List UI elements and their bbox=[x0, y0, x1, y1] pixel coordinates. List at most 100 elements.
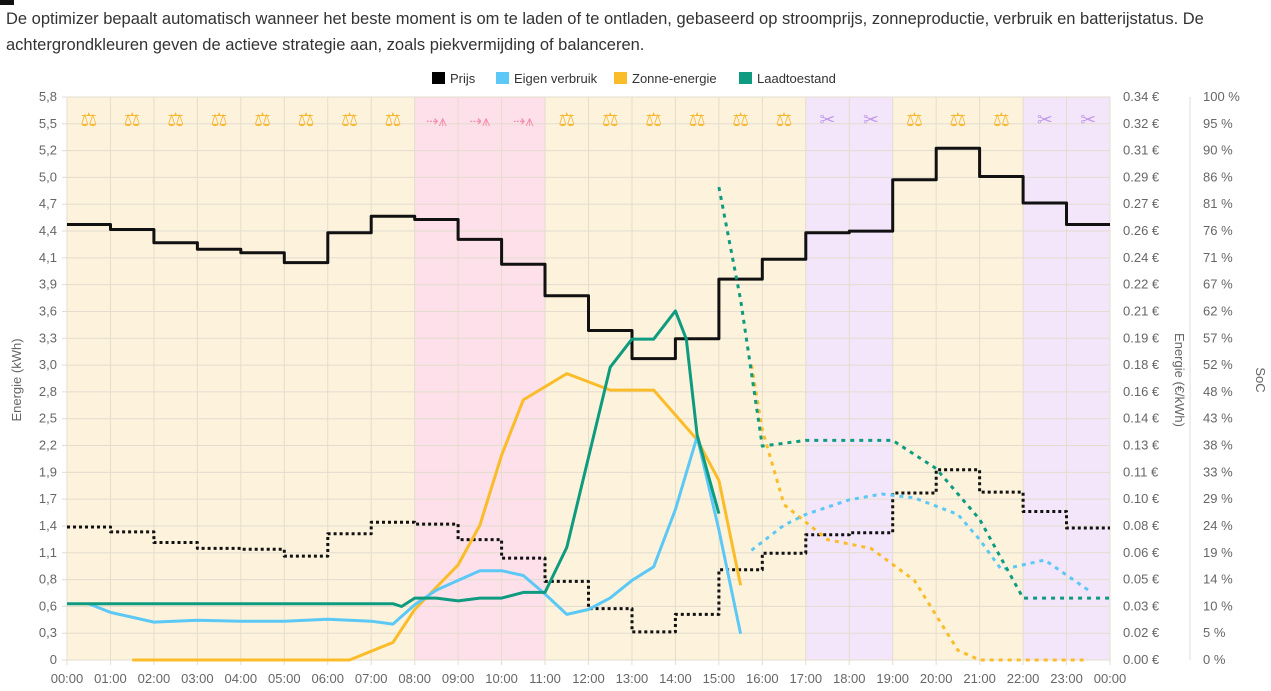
balance-scale-icon: ⚖ bbox=[558, 109, 575, 131]
strategy-band-balance bbox=[67, 97, 111, 660]
y-price-tick-label: 0.00 € bbox=[1123, 652, 1160, 667]
y-left-tick-label: 2,5 bbox=[39, 411, 57, 426]
x-tick-label: 17:00 bbox=[790, 671, 823, 686]
strategy-band-balance bbox=[153, 97, 198, 660]
x-tick-label: 11:00 bbox=[529, 671, 561, 686]
x-tick-label: 10:00 bbox=[485, 671, 518, 686]
x-tick-label: 02:00 bbox=[138, 671, 171, 686]
legend-swatch bbox=[739, 72, 752, 84]
balance-scale-icon: ⚖ bbox=[602, 109, 619, 131]
balance-scale-icon: ⚖ bbox=[906, 109, 923, 131]
intro-text: De optimizer bepaalt automatisch wanneer… bbox=[6, 10, 1204, 54]
strategy-band-balance bbox=[936, 97, 981, 660]
balance-scale-icon: ⚖ bbox=[384, 109, 401, 131]
x-tick-label: 04:00 bbox=[225, 671, 258, 686]
x-tick-label: 06:00 bbox=[311, 671, 344, 686]
strategy-band-balance bbox=[588, 97, 633, 660]
strategy-band-balance bbox=[979, 97, 1024, 660]
solar-line bbox=[132, 372, 743, 662]
x-tick-label: 23:00 bbox=[1050, 671, 1083, 686]
strategy-band-peak bbox=[1023, 97, 1068, 660]
y-price-tick-label: 0.13 € bbox=[1123, 438, 1160, 453]
y-price-tick-label: 0.05 € bbox=[1123, 572, 1160, 587]
y-soc-tick-label: 76 % bbox=[1203, 223, 1233, 238]
consumption-line bbox=[88, 435, 743, 635]
x-tick-label: 20:00 bbox=[920, 671, 953, 686]
y-price-tick-label: 0.21 € bbox=[1123, 303, 1160, 318]
strategy-band-peak bbox=[805, 97, 850, 660]
balance-scale-icon: ⚖ bbox=[297, 109, 314, 131]
y-price-axis-title: Energie (€/kWh) bbox=[1172, 333, 1187, 427]
y-left-tick-label: 4,4 bbox=[39, 223, 57, 238]
y-soc-tick-label: 0 % bbox=[1203, 652, 1226, 667]
grid-charge-pylon-icon: ⇢⩚ bbox=[513, 112, 535, 130]
strategy-band-balance bbox=[718, 97, 763, 660]
strategy-band-balance bbox=[371, 97, 416, 660]
y-left-tick-label: 2,2 bbox=[39, 438, 57, 453]
y-left-tick-label: 1,1 bbox=[39, 545, 57, 560]
balance-scale-icon: ⚖ bbox=[341, 109, 358, 131]
y-price-tick-label: 0.14 € bbox=[1123, 411, 1160, 426]
peak-shaving-scissors-icon: ✂ bbox=[1080, 109, 1096, 131]
x-tick-label: 00:00 bbox=[51, 671, 84, 686]
y-left-tick-label: 5,5 bbox=[39, 116, 57, 131]
y-price-tick-label: 0.10 € bbox=[1123, 491, 1160, 506]
x-tick-label: 22:00 bbox=[1007, 671, 1040, 686]
y-soc-tick-label: 14 % bbox=[1203, 572, 1233, 587]
y-price-tick-label: 0.18 € bbox=[1123, 357, 1160, 372]
y-soc-tick-label: 48 % bbox=[1203, 384, 1233, 399]
peak-shaving-scissors-icon: ✂ bbox=[863, 109, 879, 131]
y-left-tick-label: 3,6 bbox=[39, 303, 57, 318]
x-tick-label: 12:00 bbox=[572, 671, 605, 686]
y-soc-tick-label: 5 % bbox=[1203, 625, 1226, 640]
y-price-tick-label: 0.22 € bbox=[1123, 277, 1160, 292]
peak-shaving-scissors-icon: ✂ bbox=[820, 109, 836, 131]
y-soc-tick-label: 43 % bbox=[1203, 411, 1233, 426]
balance-scale-icon: ⚖ bbox=[211, 109, 228, 131]
y-left-tick-label: 3,9 bbox=[39, 277, 57, 292]
y-left-tick-label: 5,0 bbox=[39, 169, 57, 184]
y-price-tick-label: 0.06 € bbox=[1123, 545, 1160, 560]
y-soc-tick-label: 57 % bbox=[1203, 330, 1233, 345]
y-price-tick-label: 0.19 € bbox=[1123, 330, 1160, 345]
legend-label: Laadtoestand bbox=[757, 71, 836, 86]
x-tick-label: 03:00 bbox=[181, 671, 214, 686]
y-soc-tick-label: 67 % bbox=[1203, 277, 1233, 292]
y-left-axis-title: Energie (kWh) bbox=[9, 338, 24, 421]
balance-scale-icon: ⚖ bbox=[776, 109, 793, 131]
y-price-tick-label: 0.08 € bbox=[1123, 518, 1160, 533]
x-tick-label: 13:00 bbox=[616, 671, 649, 686]
y-price-tick-label: 0.03 € bbox=[1123, 598, 1160, 613]
strategy-band-peak bbox=[1066, 97, 1111, 660]
y-left-tick-label: 5,8 bbox=[39, 89, 57, 104]
y-left-tick-label: 4,1 bbox=[39, 250, 57, 265]
y-soc-tick-label: 71 % bbox=[1203, 250, 1233, 265]
soc-line bbox=[67, 309, 721, 608]
balance-scale-icon: ⚖ bbox=[80, 109, 97, 131]
legend-swatch bbox=[614, 72, 627, 84]
y-left-tick-label: 0,3 bbox=[39, 625, 57, 640]
balance-scale-icon: ⚖ bbox=[993, 109, 1010, 131]
y-left-tick-label: 0,6 bbox=[39, 598, 57, 613]
soc-forecast-line bbox=[717, 186, 1110, 600]
peak-shaving-scissors-icon: ✂ bbox=[1037, 109, 1053, 131]
strategy-band-balance bbox=[762, 97, 807, 660]
price-line bbox=[67, 146, 1110, 361]
y-price-tick-label: 0.26 € bbox=[1123, 223, 1160, 238]
y-left-tick-label: 1,4 bbox=[39, 518, 57, 533]
strategy-band-balance bbox=[240, 97, 285, 660]
y-left-tick-label: 0 bbox=[50, 652, 57, 667]
x-tick-label: 05:00 bbox=[268, 671, 301, 686]
y-soc-tick-label: 86 % bbox=[1203, 169, 1233, 184]
y-left-tick-label: 3,3 bbox=[39, 330, 57, 345]
x-tick-label: 14:00 bbox=[659, 671, 692, 686]
y-soc-tick-label: 29 % bbox=[1203, 491, 1233, 506]
y-left-tick-label: 5,2 bbox=[39, 143, 57, 158]
solar-forecast-line bbox=[750, 364, 1089, 662]
strategy-band-peak bbox=[849, 97, 894, 660]
strategy-band-balance bbox=[327, 97, 372, 660]
y-price-tick-label: 0.31 € bbox=[1123, 143, 1160, 158]
x-tick-label: 21:00 bbox=[963, 671, 996, 686]
heading-fragment bbox=[0, 0, 14, 5]
y-left-tick-label: 0,8 bbox=[39, 572, 57, 587]
